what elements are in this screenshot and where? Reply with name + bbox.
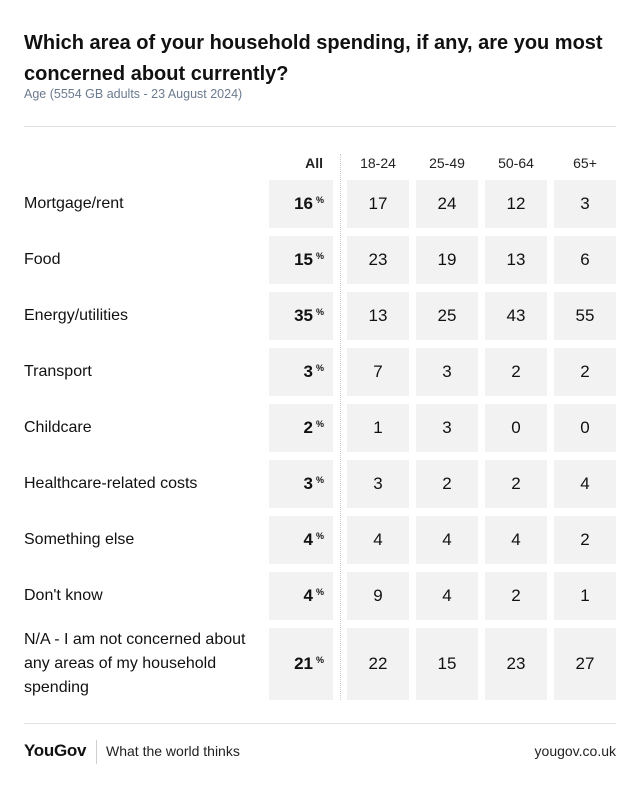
value-all: 16	[294, 194, 313, 213]
column-header-50-64: 50-64	[498, 155, 534, 171]
cell-value: 23	[485, 628, 547, 700]
cell-all: 3%	[269, 460, 333, 508]
cell-value: 15	[416, 628, 478, 700]
row-label: Food	[24, 251, 61, 268]
cell-value: 2	[554, 348, 616, 396]
cell-value: 0	[485, 404, 547, 452]
cell-value: 55	[554, 292, 616, 340]
column-header-18-24: 18-24	[360, 155, 396, 171]
footer-tagline: What the world thinks	[106, 743, 240, 759]
cell-value: 4	[554, 460, 616, 508]
cell-value: 2	[485, 572, 547, 620]
percent-sign: %	[315, 419, 324, 429]
cell-value: 3	[416, 404, 478, 452]
percent-sign: %	[315, 195, 324, 205]
cell-all: 35%	[269, 292, 333, 340]
row-label: N/A - I am not concerned about any areas…	[24, 631, 246, 696]
cell-all: 4%	[269, 572, 333, 620]
percent-sign: %	[315, 307, 324, 317]
cell-value: 4	[485, 516, 547, 564]
row-label: Childcare	[24, 419, 92, 436]
cell-value: 1	[347, 404, 409, 452]
cell-value: 9	[347, 572, 409, 620]
cell-value: 12	[485, 180, 547, 228]
cell-value: 4	[347, 516, 409, 564]
value-all: 4	[303, 530, 313, 549]
row-label: Transport	[24, 363, 92, 380]
cell-value: 3	[347, 460, 409, 508]
row-label: Energy/utilities	[24, 307, 129, 324]
value-all: 4	[303, 586, 313, 605]
cell-value: 22	[347, 628, 409, 700]
cell-value: 4	[416, 516, 478, 564]
cell-all: 4%	[269, 516, 333, 564]
cell-value: 1	[554, 572, 616, 620]
value-all: 2	[303, 418, 313, 437]
all-column-divider	[340, 154, 341, 700]
cell-value: 17	[347, 180, 409, 228]
column-header-all: All	[305, 155, 323, 171]
cell-value: 2	[554, 516, 616, 564]
cell-value: 3	[416, 348, 478, 396]
cell-all: 2%	[269, 404, 333, 452]
cell-value: 13	[347, 292, 409, 340]
percent-sign: %	[315, 655, 324, 665]
footer-separator	[96, 740, 97, 764]
yougov-logo: YouGov	[24, 741, 87, 760]
percent-sign: %	[315, 587, 324, 597]
cell-value: 23	[347, 236, 409, 284]
value-all: 15	[294, 250, 313, 269]
cell-all: 3%	[269, 348, 333, 396]
cell-all: 16%	[269, 180, 333, 228]
cell-value: 43	[485, 292, 547, 340]
percent-sign: %	[315, 363, 324, 373]
percent-sign: %	[315, 531, 324, 541]
column-header-25-49: 25-49	[429, 155, 465, 171]
cell-value: 2	[485, 348, 547, 396]
cell-value: 2	[485, 460, 547, 508]
value-all: 3	[303, 362, 313, 381]
row-label: Mortgage/rent	[24, 195, 124, 212]
cell-value: 25	[416, 292, 478, 340]
cell-all: 15%	[269, 236, 333, 284]
cell-value: 2	[416, 460, 478, 508]
cell-all: 21%	[269, 628, 333, 700]
footer-url[interactable]: yougov.co.uk	[534, 743, 616, 759]
row-label: Healthcare-related costs	[24, 475, 198, 492]
column-header-65plus: 65+	[573, 155, 597, 171]
cell-value: 19	[416, 236, 478, 284]
value-all: 21	[294, 654, 313, 673]
cell-value: 27	[554, 628, 616, 700]
value-all: 35	[294, 306, 313, 325]
bottom-divider	[24, 723, 616, 724]
cell-value: 13	[485, 236, 547, 284]
cell-value: 24	[416, 180, 478, 228]
row-label: Don't know	[24, 587, 103, 604]
cell-value: 6	[554, 236, 616, 284]
percent-sign: %	[315, 251, 324, 261]
value-all: 3	[303, 474, 313, 493]
chart-subtitle: Age (5554 GB adults - 23 August 2024)	[24, 87, 243, 101]
row-label: Something else	[24, 531, 135, 548]
chart-title: Which area of your household spending, i…	[24, 32, 603, 85]
percent-sign: %	[315, 475, 324, 485]
cell-value: 7	[347, 348, 409, 396]
cell-value: 3	[554, 180, 616, 228]
cell-value: 0	[554, 404, 616, 452]
top-divider	[24, 126, 616, 127]
cell-value: 4	[416, 572, 478, 620]
